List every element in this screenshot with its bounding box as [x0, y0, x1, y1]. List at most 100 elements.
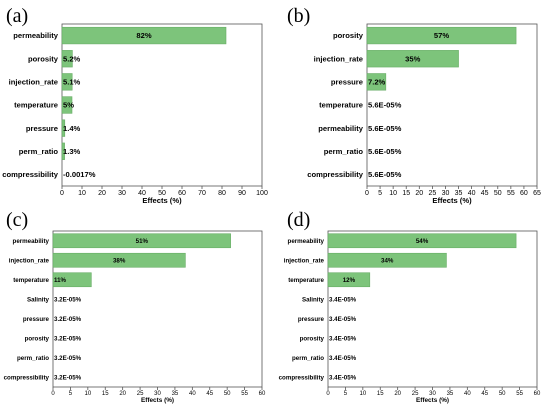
value-label: 82%	[136, 31, 151, 40]
x-tick-label: 45	[481, 391, 488, 397]
x-tick-label: 10	[359, 391, 366, 397]
bar-temperature	[61, 96, 73, 114]
x-tick-label: 5	[378, 190, 382, 197]
x-tick-label: 20	[119, 391, 126, 397]
value-label: 51%	[136, 238, 149, 245]
panel-label: (c)	[6, 209, 28, 231]
category-label: compressibility	[307, 170, 363, 179]
x-tick-label: 10	[84, 391, 91, 397]
panel-label: (a)	[6, 5, 28, 27]
category-label: injection_rate	[284, 257, 325, 264]
category-label: perm_ratio	[17, 355, 49, 362]
value-label: 1.4%	[63, 124, 81, 133]
value-label: 38%	[113, 257, 126, 264]
value-label: -0.0017%	[63, 170, 96, 179]
x-tick-label: 55	[507, 190, 515, 197]
x-tick-label: 60	[178, 190, 186, 197]
bar-pressure	[61, 119, 66, 137]
panel-label: (b)	[287, 5, 310, 27]
category-label: porosity	[25, 335, 50, 342]
category-label: permeability	[13, 238, 50, 245]
bar-perm-ratio	[61, 142, 65, 160]
bar-porosity	[366, 26, 517, 45]
x-tick-label: 25	[412, 391, 419, 397]
x-tick-label: 0	[326, 391, 330, 397]
value-label: 5.6E-05%	[368, 124, 402, 133]
x-tick-label: 60	[520, 190, 528, 197]
x-tick-label: 60	[259, 391, 266, 397]
bar-temperature	[327, 272, 371, 288]
x-tick-label: 25	[137, 391, 144, 397]
x-tick-label: 20	[98, 190, 106, 197]
x-tick-label: 40	[468, 190, 476, 197]
category-label: perm_ratio	[19, 147, 59, 156]
bar-injection-rate	[52, 252, 186, 268]
x-tick-label: 0	[365, 190, 369, 197]
category-label: injection_rate	[9, 257, 50, 264]
chart-panel-c: (c) permeability 51% injection_rate 38% tempe…	[0, 204, 275, 407]
x-tick-label: 50	[224, 391, 231, 397]
plot-frame	[61, 23, 263, 187]
x-tick-label: 45	[481, 190, 489, 197]
value-label: 57%	[434, 31, 449, 40]
x-tick-label: 30	[429, 391, 436, 397]
x-tick-label: 5	[344, 391, 348, 397]
category-label: Salinity	[27, 296, 50, 303]
value-label: 5.2%	[63, 54, 81, 63]
value-label: 3.2E-05%	[54, 335, 82, 342]
value-label: 3.4E-05%	[329, 335, 357, 342]
x-tick-label: 10	[389, 190, 397, 197]
x-axis-label: Effects (%)	[416, 397, 449, 404]
bar-injection-rate	[61, 73, 73, 91]
x-tick-label: 20	[415, 190, 423, 197]
category-label: Salinity	[302, 296, 325, 303]
category-label: pressure	[26, 124, 58, 133]
chart-svg: (b) porosity 57% injection_rate 35% pressure 7…	[287, 5, 541, 205]
value-label: 3.2E-05%	[54, 355, 82, 362]
category-label: compressibility	[2, 170, 58, 179]
x-tick-label: 70	[198, 190, 206, 197]
value-label: 7.2%	[368, 78, 386, 87]
chart-svg: (a) permeability 82% porosity 5.2% injection_…	[2, 5, 268, 205]
x-tick-label: 35	[172, 391, 179, 397]
x-tick-label: 30	[118, 190, 126, 197]
category-label: porosity	[28, 54, 59, 63]
x-axis-label: Effects (%)	[141, 397, 174, 404]
category-label: temperature	[288, 277, 324, 284]
bar-porosity	[61, 50, 73, 68]
value-label: 5.6E-05%	[368, 170, 402, 179]
category-label: temperature	[319, 101, 363, 110]
x-tick-label: 15	[402, 190, 410, 197]
bar-permeability	[52, 233, 231, 249]
value-label: 54%	[416, 238, 429, 245]
x-tick-label: 15	[377, 391, 384, 397]
x-tick-label: 55	[241, 391, 248, 397]
category-label: temperature	[14, 101, 58, 110]
bar-pressure	[366, 73, 387, 91]
bar-injection-rate	[366, 50, 459, 68]
category-label: compressibility	[4, 374, 50, 381]
category-label: injection_rate	[314, 54, 363, 63]
bar-permeability	[327, 233, 517, 249]
value-label: 3.2E-05%	[54, 316, 82, 323]
x-tick-label: 40	[464, 391, 471, 397]
x-tick-label: 35	[447, 391, 454, 397]
value-label: 1.3%	[63, 147, 81, 156]
value-label: 5%	[63, 101, 74, 110]
category-label: porosity	[333, 31, 364, 40]
category-label: pressure	[298, 316, 325, 323]
x-tick-label: 0	[60, 190, 64, 197]
x-tick-label: 50	[158, 190, 166, 197]
value-label: 3.2E-05%	[54, 296, 82, 303]
bar-temperature	[52, 272, 92, 288]
x-tick-label: 40	[138, 190, 146, 197]
x-tick-label: 60	[534, 391, 541, 397]
x-tick-label: 55	[516, 391, 523, 397]
value-label: 35%	[405, 54, 420, 63]
x-tick-label: 35	[455, 190, 463, 197]
x-tick-label: 30	[154, 391, 161, 397]
value-label: 11%	[54, 277, 67, 284]
x-tick-label: 80	[218, 190, 226, 197]
value-label: 3.2E-05%	[54, 374, 82, 381]
chart-panel-a: (a) permeability 82% porosity 5.2% injection_…	[0, 0, 275, 205]
